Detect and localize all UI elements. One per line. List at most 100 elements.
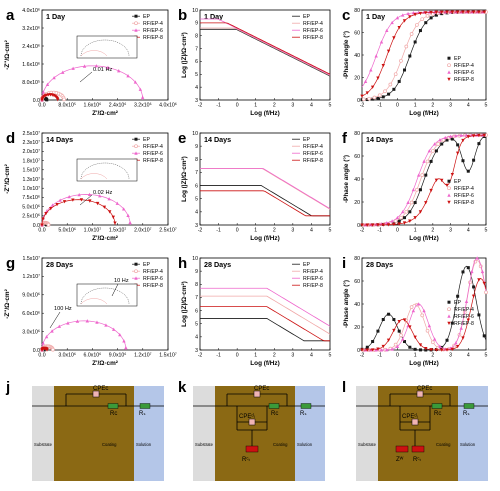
panel-letter-j: j [5,379,10,396]
data-point [464,299,469,303]
y-tick-label: 1.0x10⁷ [23,186,41,192]
series-rf-ep-8 [360,133,487,227]
y-tick-label: 20 [354,325,360,331]
data-point [420,313,425,318]
data-point [369,222,373,227]
x-tick-label: -1 [377,353,382,359]
data-point [46,222,51,227]
data-point [77,192,81,197]
panel-letter-k: k [178,379,187,396]
data-point [45,82,50,86]
series-ep [200,185,330,217]
y-tick-label: 6 [195,59,198,65]
series-line [362,259,487,351]
legend-marker [134,144,138,149]
y-tick-label: 6 [195,183,198,189]
x-tick-label: -1 [216,103,221,109]
data-point [429,10,433,15]
series-line [200,168,331,210]
data-point [387,312,391,316]
legend-label: RF/EP-6 [143,151,163,157]
data-point [448,134,453,138]
series-rf-ep-8 [200,306,330,342]
legend-label: RF/EP-4 [454,186,474,192]
bode-modulus-plot-h [199,257,331,351]
series-line [200,22,331,75]
data-point [49,207,53,211]
x-tick-label: 2 [431,353,434,359]
x-tick-label: 2.5x10⁷ [159,228,177,234]
rs-label: Rₛ [463,411,470,417]
data-point [56,98,60,102]
y-tick-label: 3 [195,348,198,354]
x-tick-label: -2 [360,353,365,359]
x-tick-label: 1 [254,103,257,109]
x-axis-label: Log (f/Hz) [250,110,279,117]
y-tick-label: 1.2x10⁷ [23,274,41,280]
y-tick-label: 40 [354,302,360,308]
data-point [454,133,458,138]
data-point [404,44,409,49]
substrate-layer [193,386,215,481]
x-tick-label: 3 [449,353,452,359]
series-rf-ep-8 [360,278,487,352]
plot-title: 14 Days [46,135,73,144]
data-point [418,343,423,347]
x-tick-label: 3 [291,228,294,234]
data-point [88,199,92,203]
y-tick-label: 3 [195,98,198,104]
data-point [409,305,414,310]
data-point [472,285,476,289]
y-tick-label: 40 [354,53,360,59]
cpe-c-label: CPEᴄ [254,386,269,392]
data-point [471,134,476,138]
y-tick-label: 4 [195,85,198,91]
legend-label: RF/EP-4 [143,269,163,275]
data-point [371,340,375,344]
cpe-c-label: CPEᴄ [93,386,108,392]
y-tick-label: 4 [195,335,198,341]
series-rf-ep-6 [200,287,331,327]
legend-label: EP [454,300,461,306]
resistor-rs-icon [463,403,475,409]
series-rf-ep-8 [200,22,331,75]
data-point [102,205,107,209]
data-point [461,336,465,340]
data-point [450,10,455,14]
x-tick-label: -2 [198,103,203,109]
data-point [406,200,410,205]
coating-layer [215,386,295,481]
data-point [450,173,455,177]
x-axis-label: Z'/Ω·cm² [92,110,118,117]
x-tick-label: 1 [414,353,417,359]
series-rf-ep-6 [40,192,132,227]
series-rf-ep-8 [40,346,49,352]
circuit-diagram-j: CPEᴄ Rᴄ Rₛ Substrate Coating Solution [32,386,164,481]
data-point [399,333,403,338]
bode-phase-plot-i [361,257,487,351]
solution-label: Solution [297,442,313,447]
y-tick-label: 9 [195,21,198,27]
data-point [461,138,465,143]
circuit-diagram-k: CPEᴄ CPEᵈₗ Rᴄ Rₛ Rᶜₜ Substrate Coating Solution [193,386,325,481]
data-point [431,340,435,345]
y-tick-label: 0.0 [33,98,40,104]
series-rf-ep-4 [200,295,331,335]
legend-marker [447,77,451,81]
y-tick-label: 5 [195,197,198,203]
data-point [418,188,422,192]
resistor-rct-icon [411,445,425,453]
data-point [41,217,45,221]
data-point [455,10,460,14]
panel-letter-h: h [178,255,187,272]
legend-marker [447,186,451,191]
data-point [79,198,84,202]
data-point [466,318,470,322]
data-point [415,187,419,192]
data-point [477,133,481,138]
series-line [200,287,331,327]
y-tick-label: 1.3x10⁷ [23,177,41,183]
x-tick-label: 4 [310,228,313,234]
x-tick-label: 9.0x10⁶ [109,353,127,359]
x-tick-label: 4 [310,103,313,109]
